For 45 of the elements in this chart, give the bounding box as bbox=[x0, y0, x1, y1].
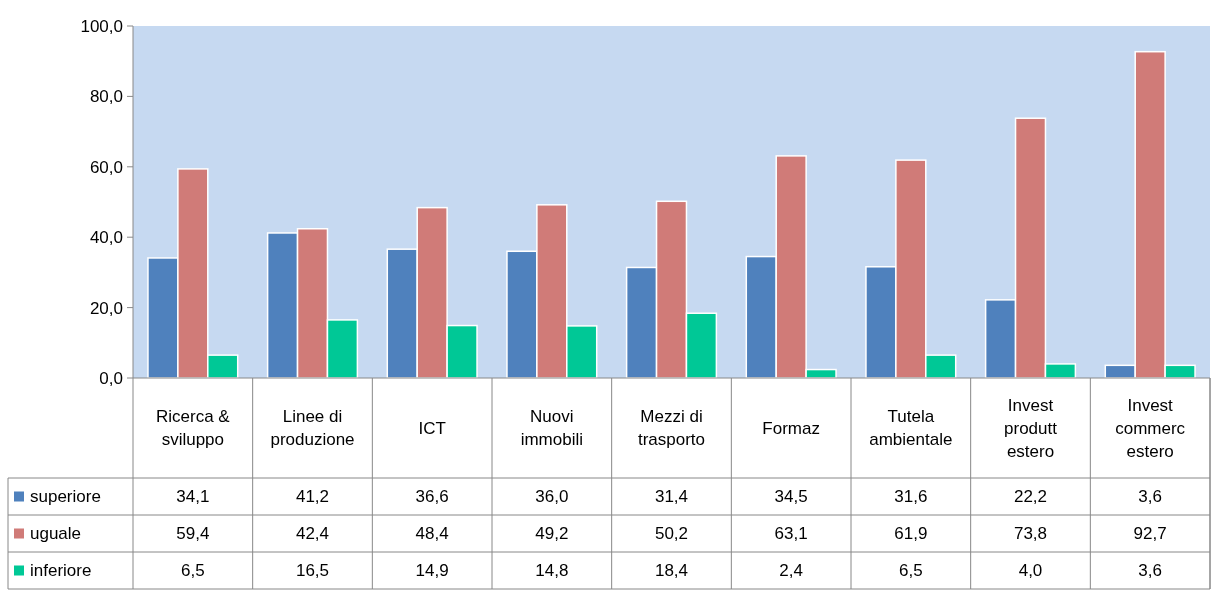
legend-label: inferiore bbox=[30, 561, 92, 581]
x-tick-label: ICT bbox=[418, 418, 446, 438]
y-tick-label: 40,0 bbox=[89, 228, 123, 248]
data-label: 59,4 bbox=[176, 524, 210, 544]
data-label: 6,5 bbox=[899, 561, 923, 581]
data-label: 22,2 bbox=[1013, 487, 1048, 507]
x-tick-label: Invest commerc estero bbox=[1115, 395, 1186, 461]
data-label: 34,1 bbox=[176, 487, 210, 507]
x-tick-label: Tutela ambientale bbox=[869, 407, 953, 450]
data-label: 3,6 bbox=[1138, 487, 1162, 507]
data-label: 61,9 bbox=[894, 524, 928, 544]
data-label: 63,1 bbox=[774, 524, 808, 544]
data-label: 42,4 bbox=[295, 524, 330, 544]
y-tick-label: 60,0 bbox=[89, 157, 123, 177]
y-tick-label: 0,0 bbox=[99, 368, 123, 388]
data-label: 49,2 bbox=[535, 524, 569, 544]
x-tick-label: Linee di produzione bbox=[270, 407, 355, 450]
data-label: 34,5 bbox=[774, 487, 808, 507]
data-label: 41,2 bbox=[295, 487, 330, 507]
data-label: 14,8 bbox=[535, 561, 569, 581]
legend-label: superiore bbox=[30, 487, 101, 507]
data-label: 31,6 bbox=[894, 487, 928, 507]
x-tick-label: Ricerca & sviluppo bbox=[155, 407, 231, 450]
data-label: 18,4 bbox=[654, 561, 689, 581]
data-label: 6,5 bbox=[181, 561, 205, 581]
x-tick-label: Invest produtt estero bbox=[1004, 395, 1058, 461]
y-tick-label: 100,0 bbox=[80, 16, 123, 36]
data-label: 2,4 bbox=[779, 561, 803, 581]
x-tick-label: Nuovi immobili bbox=[520, 407, 584, 450]
x-tick-label: Mezzi di trasporto bbox=[637, 407, 706, 450]
data-label: 3,6 bbox=[1138, 561, 1162, 581]
data-label: 48,4 bbox=[415, 524, 449, 544]
data-label: 50,2 bbox=[654, 524, 689, 544]
data-label: 4,0 bbox=[1018, 561, 1043, 581]
data-label: 92,7 bbox=[1133, 524, 1167, 544]
legend-label: uguale bbox=[30, 524, 82, 544]
data-label: 36,6 bbox=[415, 487, 449, 507]
data-label: 14,9 bbox=[415, 561, 449, 581]
y-tick-label: 20,0 bbox=[89, 298, 123, 318]
data-label: 73,8 bbox=[1013, 524, 1048, 544]
y-tick-label: 80,0 bbox=[89, 87, 123, 107]
data-label: 36,0 bbox=[535, 487, 569, 507]
data-label: 31,4 bbox=[654, 487, 689, 507]
data-label: 16,5 bbox=[295, 561, 330, 581]
x-tick-label: Formaz bbox=[762, 418, 820, 438]
